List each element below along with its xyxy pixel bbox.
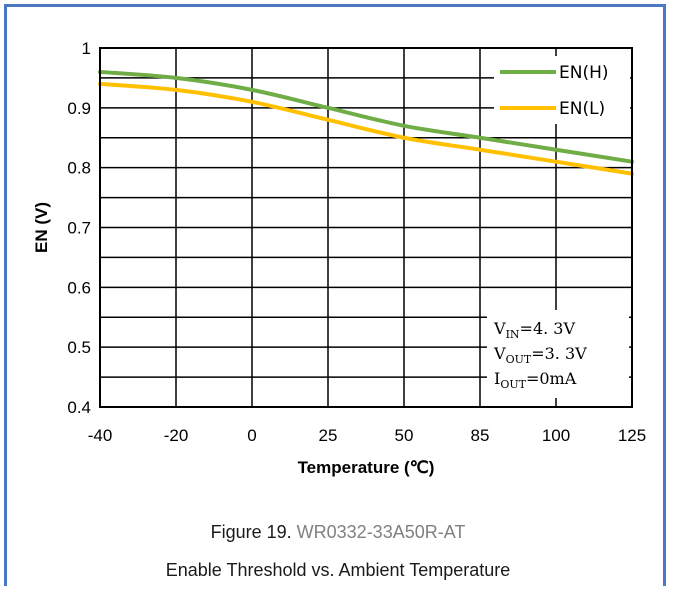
series-lines	[98, 69, 634, 176]
condition-line: IOUT=0mA	[494, 369, 577, 391]
x-tick-label: 0	[247, 426, 256, 445]
series-line-en-h	[98, 69, 634, 164]
condition-line: VOUT=3. 3V	[493, 344, 587, 366]
legend: EN(H) EN(L)	[494, 56, 630, 124]
y-axis-title: EN (V)	[32, 202, 51, 253]
x-tick-label: 100	[542, 426, 570, 445]
condition-line: VIN=4. 3V	[493, 319, 575, 341]
line-chart: 0.40.50.60.70.80.91 -40 -20 0 25 50 85 100 125 …	[32, 39, 646, 477]
y-tick-label: 1	[82, 39, 91, 58]
figure-frame	[4, 4, 666, 586]
x-tick-label: 25	[319, 426, 338, 445]
figure-subtitle: Enable Threshold vs. Ambient Temperature	[165, 560, 511, 580]
y-tick-label: 0.4	[67, 398, 91, 417]
y-tick-label: 0.8	[67, 159, 91, 178]
y-tick-label: 0.5	[67, 338, 91, 357]
y-tick-label: 0.6	[67, 278, 91, 297]
x-tick-label: 50	[395, 426, 414, 445]
legend-background	[494, 56, 630, 124]
y-tick-label: 0.9	[67, 99, 91, 118]
test-conditions-box: VIN=4. 3V VOUT=3. 3V IOUT=0mA	[487, 310, 629, 398]
plot-area-border	[99, 47, 633, 408]
x-tick-label: -40	[88, 426, 113, 445]
legend-label-en-h: EN(H)	[559, 63, 609, 83]
x-tick-labels: -40 -20 0 25 50 85 100 125	[88, 426, 646, 445]
y-tick-label: 0.7	[67, 219, 91, 238]
conditions-background	[487, 310, 629, 398]
x-axis-title: Temperature (℃)	[298, 458, 435, 477]
x-tick-label: -20	[164, 426, 189, 445]
figure-caption: Figure 19. WR0332-33A50R-AT	[0, 522, 676, 543]
part-number: WR0332-33A50R-AT	[296, 522, 466, 542]
legend-label-en-l: EN(L)	[559, 99, 605, 119]
series-line-en-l	[98, 81, 634, 176]
x-tick-label: 85	[471, 426, 490, 445]
figure-label: Figure 19.	[210, 522, 297, 542]
y-tick-labels: 0.4 0.5 0.6 0.7 0.8 0.9 1	[67, 39, 91, 417]
x-tick-label: 125	[618, 426, 646, 445]
